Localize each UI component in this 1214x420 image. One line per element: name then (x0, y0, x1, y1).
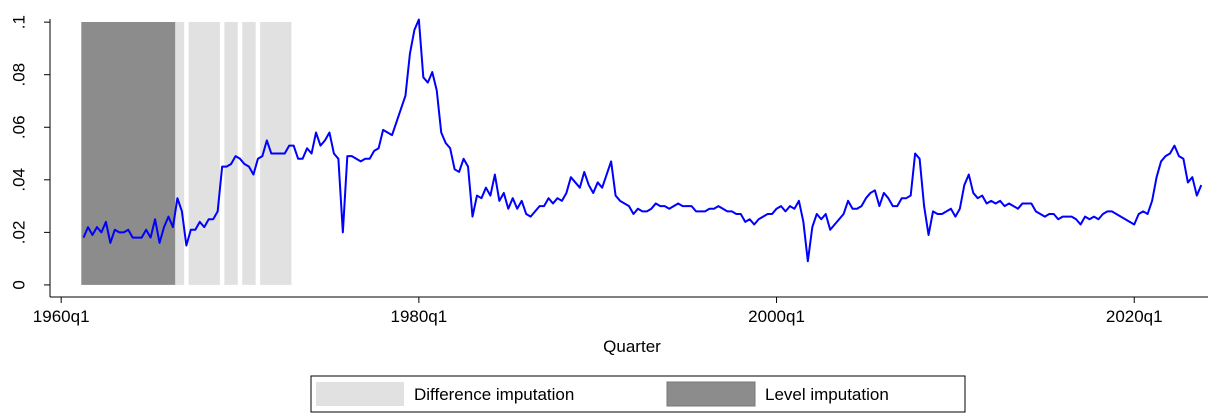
x-tick-label: 1960q1 (33, 307, 90, 326)
y-tick-label: .1 (9, 15, 28, 29)
legend-label: Level imputation (765, 385, 889, 404)
legend-swatch (666, 381, 756, 407)
shaded-region (81, 22, 176, 285)
x-axis-label: Quarter (603, 337, 661, 356)
shaded-region (242, 22, 256, 285)
y-tick-label: .08 (9, 63, 28, 87)
x-tick-label: 1980q1 (390, 307, 447, 326)
y-tick-label: .06 (9, 115, 28, 139)
legend-swatch (316, 382, 404, 406)
x-tick-label: 2000q1 (748, 307, 805, 326)
series-line (82, 18, 1203, 263)
y-tick-label: .04 (9, 168, 28, 192)
legend-label: Difference imputation (414, 385, 574, 404)
shaded-region (175, 22, 185, 285)
shaded-region (224, 22, 238, 285)
y-tick-label: 0 (9, 280, 28, 289)
y-tick-label: .02 (9, 221, 28, 245)
legend (310, 375, 966, 413)
shaded-region (188, 22, 220, 285)
x-tick-label: 2020q1 (1106, 307, 1163, 326)
